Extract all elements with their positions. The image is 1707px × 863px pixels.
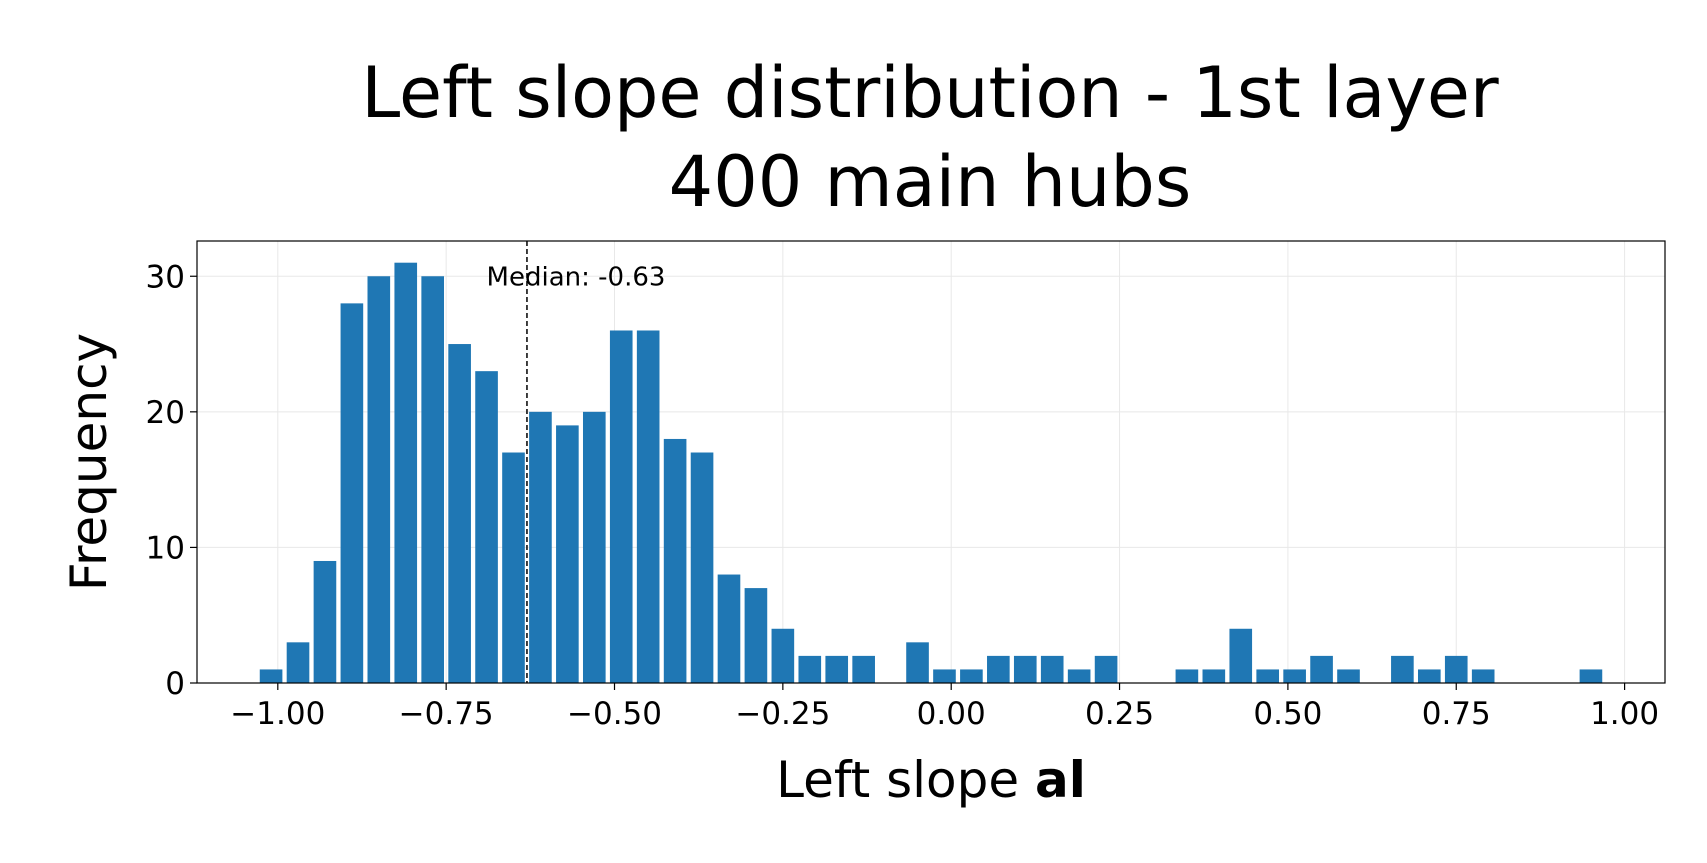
histogram-bar	[663, 438, 687, 683]
grid-lines	[197, 241, 1665, 684]
x-axis-ticks: −1.00 −0.75 −0.50 −0.25 0.00 0.25 0.50 0.75 1.00	[230, 683, 1659, 732]
histogram-bar	[340, 303, 364, 683]
median-annotation: Median: -0.63	[487, 263, 666, 293]
histogram-bar	[1337, 669, 1360, 683]
x-axis-label: Left slope al	[776, 751, 1086, 809]
histogram-bar	[609, 330, 633, 683]
x-tick-label: 0.75	[1422, 696, 1491, 732]
histogram-bar	[906, 642, 929, 683]
histogram-bar	[933, 669, 956, 683]
histogram-bar	[259, 669, 283, 683]
histogram-bar	[313, 560, 337, 683]
histogram-bar	[825, 655, 849, 683]
x-tick-label: 1.00	[1590, 696, 1659, 732]
histogram-bar	[1283, 669, 1306, 683]
histogram-bar	[582, 411, 606, 683]
histogram-bar	[1310, 655, 1333, 683]
bars	[259, 262, 1603, 683]
median-marker: Median: -0.63	[487, 241, 666, 683]
histogram-bar	[717, 574, 741, 683]
x-tick-label: 0.25	[1085, 696, 1154, 732]
chart-title-line: Left slope distribution - 1st layer	[361, 52, 1499, 134]
histogram-bar	[394, 262, 418, 683]
x-axis-label-regular: Left slope	[776, 751, 1035, 809]
x-tick-label: −0.50	[567, 696, 662, 732]
histogram-bar	[1040, 655, 1064, 683]
histogram-bar	[1067, 669, 1091, 683]
histogram-bar	[1094, 655, 1118, 683]
histogram-bar	[475, 371, 498, 683]
y-tick-label: 0	[165, 666, 185, 702]
y-axis-label: Frequency	[60, 333, 118, 591]
x-tick-label: 0.00	[917, 696, 986, 732]
x-tick-label: 0.50	[1253, 696, 1322, 732]
histogram-bar	[556, 425, 579, 683]
histogram-bar	[852, 655, 875, 683]
histogram-bar	[529, 411, 552, 683]
histogram-bar	[1391, 655, 1414, 683]
x-tick-label: −1.00	[230, 696, 325, 732]
histogram-bar	[636, 330, 660, 683]
histogram-bar	[798, 655, 822, 683]
x-tick-label: −0.25	[735, 696, 830, 732]
histogram-bar	[502, 452, 525, 683]
histogram-bar	[744, 588, 768, 683]
histogram-bar	[286, 642, 310, 683]
x-tick-label: −0.75	[399, 696, 494, 732]
histogram-bar	[1579, 669, 1603, 683]
y-axis-ticks: 0 10 20 30	[146, 259, 197, 702]
histogram-bar	[367, 276, 391, 683]
histogram-bar	[1256, 669, 1280, 683]
histogram-bar	[448, 344, 471, 683]
histogram-bar	[960, 669, 983, 683]
histogram-bar	[1175, 669, 1199, 683]
chart-title-line: 400 main hubs	[669, 141, 1192, 223]
histogram-bar	[1229, 628, 1253, 683]
histogram-bar	[421, 276, 445, 683]
y-tick-label: 10	[146, 530, 185, 566]
histogram-bar	[771, 628, 795, 683]
y-tick-label: 30	[146, 259, 185, 295]
y-tick-label: 20	[146, 395, 185, 431]
histogram-bar	[1444, 655, 1468, 683]
plot-frame	[196, 240, 1666, 684]
histogram-bar	[1013, 655, 1037, 683]
histogram-bar	[690, 452, 714, 683]
histogram-bar	[987, 655, 1010, 683]
x-axis-label-bold: al	[1035, 751, 1086, 809]
histogram-bar	[1417, 669, 1441, 683]
histogram-bar	[1471, 669, 1495, 683]
histogram-bar	[1202, 669, 1226, 683]
